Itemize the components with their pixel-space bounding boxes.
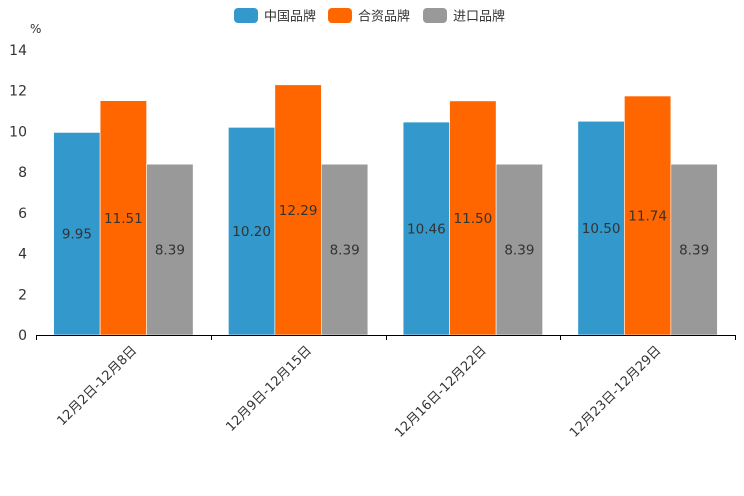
x-axis: 12月2日-12月8日 12月9日-12月15日 12月16日-12月22日 12月2…: [36, 335, 736, 441]
bar-value-label: 10.20: [232, 224, 271, 240]
y-tick-label: 10: [9, 124, 27, 140]
y-tick-label: 12: [9, 84, 27, 100]
legend-swatch: [234, 8, 258, 23]
bar-value-label: 8.39: [679, 243, 709, 259]
bar-value-label: 12.29: [279, 203, 318, 219]
legend-label: 进口品牌: [453, 9, 505, 25]
bar-value-label: 8.39: [330, 243, 360, 259]
bar-value-label: 11.74: [628, 209, 667, 225]
y-tick-label: 6: [18, 206, 27, 222]
bar-value-label: 8.39: [504, 243, 534, 259]
legend: 中国品牌 合资品牌 进口品牌: [234, 8, 505, 25]
legend-label: 中国品牌: [264, 9, 316, 25]
y-tick-label: 14: [9, 43, 27, 59]
bar: [146, 163, 194, 336]
x-category-label: 12月2日-12月8日: [54, 343, 140, 429]
bar: [577, 120, 625, 336]
bar: [53, 132, 101, 336]
bar: [99, 100, 147, 336]
x-category-label: 12月23日-12月29日: [567, 343, 664, 440]
legend-swatch: [328, 8, 352, 23]
legend-swatch: [423, 8, 447, 23]
bar-value-label: 10.46: [407, 222, 446, 238]
y-tick-label: 8: [18, 165, 27, 181]
bar: [449, 100, 497, 336]
bar: [321, 163, 369, 336]
y-tick-label: 0: [18, 328, 27, 344]
bar-value-label: 8.39: [155, 243, 185, 259]
bar-value-label: 10.50: [582, 221, 621, 237]
bars: 9.95 11.51 8.39 10.20 12.29 8.39 10.46 11.50 8.3…: [53, 84, 718, 336]
bar-value-label: 11.51: [104, 211, 143, 227]
bar-value-label: 9.95: [62, 227, 92, 243]
x-category-label: 12月9日-12月15日: [223, 343, 315, 435]
y-axis: 0 2 4 6 8 10 12 14: [9, 43, 27, 344]
y-tick-label: 4: [18, 247, 27, 263]
bar: [274, 84, 322, 336]
bar-value-label: 11.50: [454, 211, 493, 227]
y-axis-unit-label: %: [30, 22, 41, 36]
y-tick-label: 2: [18, 287, 27, 303]
bar: [228, 127, 276, 336]
bar: [670, 163, 718, 336]
x-category-label: 12月16日-12月22日: [392, 343, 489, 440]
legend-label: 合资品牌: [358, 9, 410, 25]
